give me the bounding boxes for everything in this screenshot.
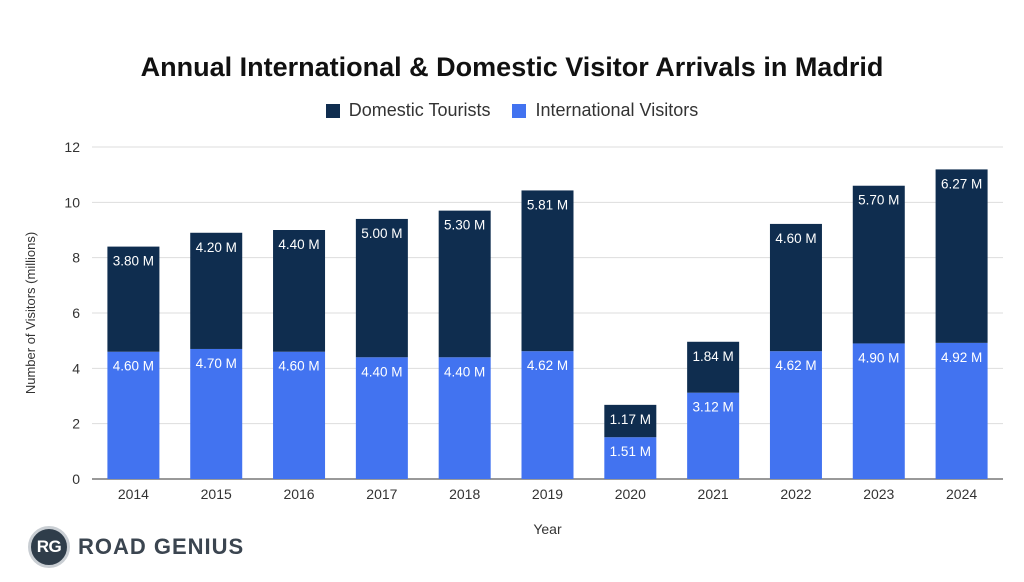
bar-domestic [935,169,988,343]
data-label-domestic: 3.80 M [113,254,154,269]
data-label-domestic: 4.40 M [278,237,319,252]
data-label-international: 4.60 M [113,359,154,374]
bar-international [935,342,988,479]
data-label-international: 4.40 M [361,364,402,379]
y-tick-label: 6 [72,305,80,321]
bar-domestic [190,232,243,349]
x-tick-label: 2021 [698,486,729,502]
legend-label-international: International Visitors [535,100,699,120]
x-tick-label: 2020 [615,486,646,502]
x-tick-label: 2018 [449,486,480,502]
x-tick-label: 2022 [780,486,811,502]
legend-swatch-domestic [325,103,340,118]
x-tick-label: 2017 [366,486,397,502]
bar-domestic [769,223,822,352]
bar-domestic [521,190,574,352]
bar-domestic [355,218,408,358]
y-tick-label: 4 [72,360,80,376]
bar-international [687,392,740,479]
bar-international [438,357,491,479]
bar-domestic [107,246,160,352]
y-tick-label: 0 [72,471,80,487]
x-axis-title: Year [533,521,562,537]
data-label-domestic: 1.17 M [610,412,651,427]
y-tick-label: 2 [72,416,80,432]
x-tick-label: 2014 [118,486,149,502]
x-tick-label: 2019 [532,486,563,502]
data-label-domestic: 6.27 M [941,176,982,191]
data-label-international: 4.62 M [527,358,568,373]
data-label-domestic: 4.20 M [196,240,237,255]
x-tick-label: 2015 [201,486,232,502]
legend-item-international: International Visitors [512,100,698,121]
chart-title: Annual International & Domestic Visitor … [140,52,884,82]
y-tick-label: 10 [64,194,80,210]
data-label-domestic: 5.30 M [444,218,485,233]
chart-legend: Domestic Tourists International Visitors [0,100,1024,121]
bar-international [769,351,822,479]
brand-logo: RG ROAD GENIUS [28,526,244,568]
y-axis-title: Number of Visitors (millions) [23,232,38,394]
bar-domestic [273,230,326,352]
x-tick-label: 2024 [946,486,977,502]
bar-domestic [852,185,905,344]
bar-international [604,437,657,479]
data-label-international: 4.40 M [444,364,485,379]
data-label-international: 4.90 M [858,350,899,365]
data-label-domestic: 4.60 M [775,231,816,246]
data-label-international: 1.51 M [610,444,651,459]
x-tick-label: 2016 [283,486,314,502]
bar-international [273,351,326,479]
legend-swatch-international [512,103,527,118]
data-label-international: 4.60 M [278,359,319,374]
bar-domestic [604,404,657,438]
y-tick-label: 8 [72,250,80,266]
bar-international [852,343,905,479]
data-label-international: 4.92 M [941,350,982,365]
bar-international [355,357,408,479]
data-label-domestic: 1.84 M [692,349,733,364]
logo-text: ROAD GENIUS [78,534,245,559]
data-label-international: 4.70 M [196,356,237,371]
data-label-domestic: 5.00 M [361,226,402,241]
data-label-international: 3.12 M [692,400,733,415]
bar-domestic [438,210,491,358]
bar-domestic [687,341,740,393]
data-label-domestic: 5.70 M [858,193,899,208]
bar-international [107,351,160,479]
data-label-domestic: 5.81 M [527,197,568,212]
bar-international [190,348,243,479]
legend-item-domestic: Domestic Tourists [325,100,491,121]
legend-label-domestic: Domestic Tourists [348,100,491,120]
x-tick-label: 2023 [863,486,894,502]
bar-international [521,351,574,479]
y-tick-label: 12 [64,139,80,155]
logo-badge-icon: RG [28,526,70,568]
data-label-international: 4.62 M [775,358,816,373]
